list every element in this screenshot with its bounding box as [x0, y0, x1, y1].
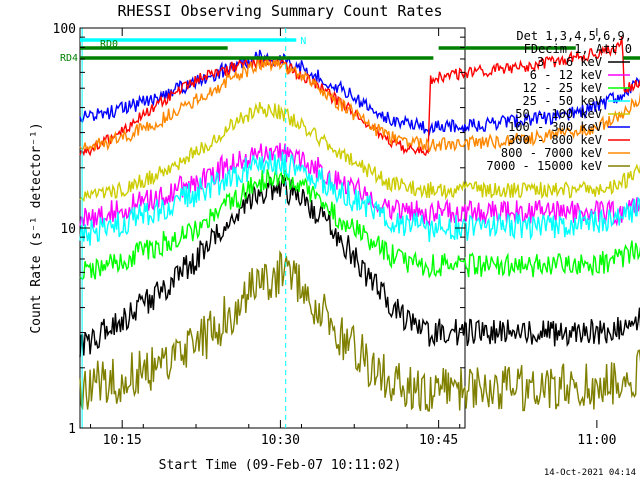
legend-entry-25-50-kev: 25 - 50 keV: [523, 94, 630, 108]
legend-label: 3 - 6 keV: [537, 55, 602, 69]
legend-entry-12-25-kev: 12 - 25 keV: [523, 81, 630, 95]
x-tick-label: 10:30: [261, 433, 300, 448]
x-tick-label: 11:00: [577, 433, 616, 448]
legend-header-line-1: Det 1,3,4,5,6,9,: [516, 29, 632, 43]
legend: Det 1,3,4,5,6,9, FDecim 1, Att 0 3 - 6 k…: [486, 29, 632, 173]
y-tick-label: 1: [68, 422, 76, 437]
legend-label: 12 - 25 keV: [523, 81, 602, 95]
legend-label: 6 - 12 keV: [530, 68, 602, 82]
series-line-300-800-kev: [79, 36, 640, 157]
annotation-label-rd4: RD4: [60, 53, 78, 64]
legend-entry-3-6-kev: 3 - 6 keV: [537, 55, 630, 69]
y-axis-label: Count Rate (s⁻¹ detector⁻¹): [29, 122, 44, 333]
y-tick-label: 100: [53, 22, 76, 37]
x-axis-label: Start Time (09-Feb-07 10:11:02): [159, 458, 402, 473]
series-line-100-300-kev: [79, 49, 640, 137]
legend-entry-100-300-kev: 100 - 300 keV: [508, 120, 630, 134]
series-lines: [79, 36, 640, 412]
legend-label: 800 - 7000 keV: [501, 146, 602, 160]
plot-frame: [79, 27, 466, 429]
series-line-7000-15000-kev: [79, 250, 640, 412]
legend-label: 300 - 800 keV: [508, 133, 602, 147]
legend-label: 50 - 100 keV: [515, 107, 602, 121]
x-tick-label: 10:15: [103, 433, 142, 448]
legend-entry-7000-15000-kev: 7000 - 15000 keV: [486, 159, 630, 173]
series-line-50-100-kev: [79, 101, 640, 203]
chart-title: RHESSI Observing Summary Count Rates: [117, 2, 442, 20]
x-tick-label: 10:45: [419, 433, 458, 448]
legend-entry-50-100-kev: 50 - 100 keV: [515, 107, 630, 121]
legend-label: 7000 - 15000 keV: [486, 159, 602, 173]
y-axis-ticks: 1 10 100: [53, 22, 465, 437]
annotation-bars: N RD0 RD4: [60, 36, 640, 64]
footer-date: 14-Oct-2021 04:14: [544, 468, 636, 478]
annotation-label-n: N: [300, 36, 306, 47]
y-tick-label: 10: [60, 222, 76, 237]
legend-entry-300-800-kev: 300 - 800 keV: [508, 133, 630, 147]
legend-label: 100 - 300 keV: [508, 120, 602, 134]
legend-header-line-2: FDecim 1, Att 0: [524, 42, 632, 56]
legend-entry-6-12-kev: 6 - 12 keV: [530, 68, 630, 82]
legend-label: 25 - 50 keV: [523, 94, 602, 108]
series-line-12-25-kev: [79, 167, 640, 281]
series-line-25-50-kev: [79, 151, 640, 246]
legend-entry-800-7000-kev: 800 - 7000 keV: [501, 146, 630, 160]
annotation-label-rd0: RD0: [100, 39, 118, 50]
series-line-800-7000-kev: [79, 57, 640, 153]
